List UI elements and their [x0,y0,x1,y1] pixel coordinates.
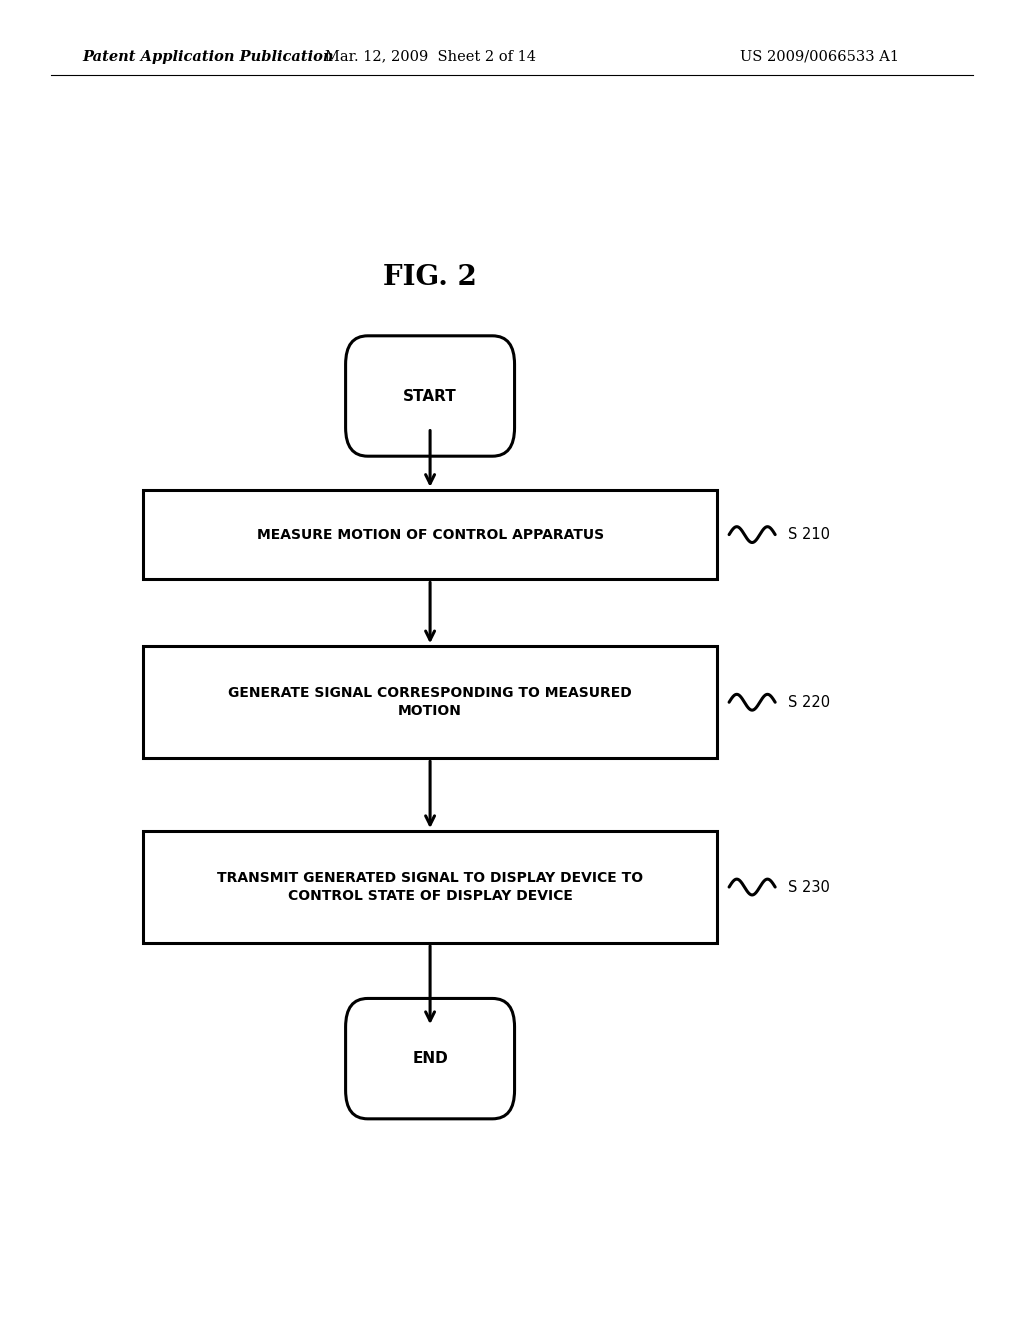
Text: S 230: S 230 [788,879,830,895]
Text: TRANSMIT GENERATED SIGNAL TO DISPLAY DEVICE TO
CONTROL STATE OF DISPLAY DEVICE: TRANSMIT GENERATED SIGNAL TO DISPLAY DEV… [217,871,643,903]
Text: START: START [403,388,457,404]
Text: MEASURE MOTION OF CONTROL APPARATUS: MEASURE MOTION OF CONTROL APPARATUS [257,528,603,541]
Text: Patent Application Publication: Patent Application Publication [82,50,334,63]
FancyBboxPatch shape [345,998,514,1119]
Text: S 220: S 220 [788,694,830,710]
Text: S 210: S 210 [788,527,830,543]
Text: END: END [413,1051,447,1067]
Bar [143,832,717,942]
Bar [143,490,717,579]
Text: GENERATE SIGNAL CORRESPONDING TO MEASURED
MOTION: GENERATE SIGNAL CORRESPONDING TO MEASURE… [228,686,632,718]
Bar [143,645,717,758]
FancyBboxPatch shape [345,335,514,457]
Text: FIG. 2: FIG. 2 [383,264,477,290]
Text: Mar. 12, 2009  Sheet 2 of 14: Mar. 12, 2009 Sheet 2 of 14 [325,50,536,63]
Text: US 2009/0066533 A1: US 2009/0066533 A1 [739,50,899,63]
